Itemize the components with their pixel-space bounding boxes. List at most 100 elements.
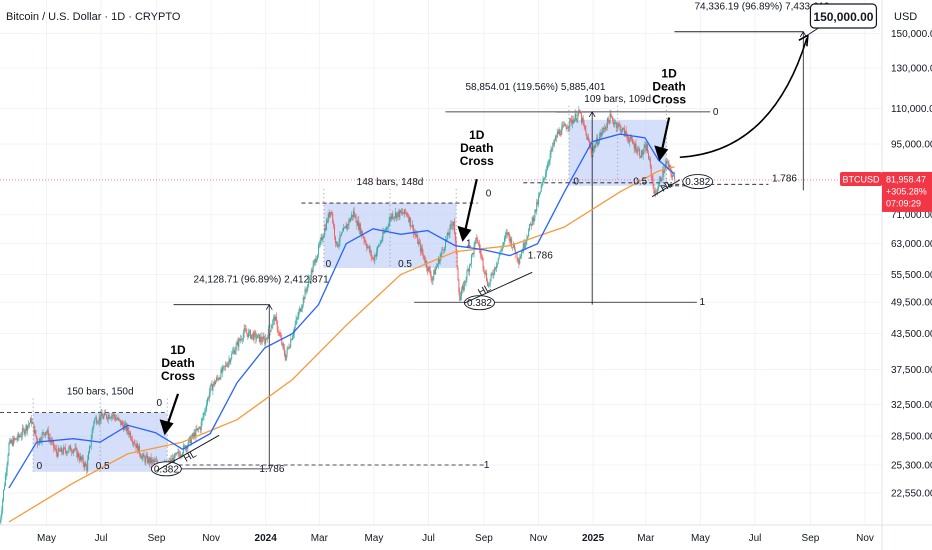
candle-body (250, 334, 252, 339)
candle-body (292, 333, 294, 337)
candle-body (279, 332, 281, 336)
candle-body (661, 179, 663, 181)
candle-body (195, 429, 197, 438)
price-axis[interactable]: 22,550.00 25,300.00 28,500.00 32,500.00 37,5… (840, 0, 932, 550)
candle-body (565, 126, 567, 129)
candle-body (404, 209, 406, 213)
candle-body (353, 211, 355, 217)
candle-body (486, 272, 488, 281)
candle-body (553, 143, 555, 145)
candle-body (128, 430, 130, 435)
candle-body (232, 351, 234, 354)
candle-body (268, 328, 270, 331)
candle-body (597, 138, 599, 145)
candle-body (251, 333, 253, 335)
candle-body (105, 412, 107, 415)
candle-body (479, 249, 481, 254)
death-cross-label: Death (652, 80, 685, 94)
candle-body (145, 457, 147, 463)
candle-body (252, 333, 254, 340)
candle-body (41, 433, 43, 442)
candle-body (382, 231, 384, 240)
box-fib-label: 0.5 (96, 461, 110, 472)
candle-body (80, 456, 82, 460)
candle-body (511, 238, 513, 248)
candle-body (502, 245, 504, 250)
candle-body (613, 121, 615, 125)
candle-body (326, 220, 328, 222)
candle-body (8, 443, 10, 456)
candle-body (628, 140, 630, 143)
y-tick-label: 130,000.00 (891, 64, 932, 75)
target-callout-text: 150,000.00 (813, 10, 873, 24)
candle-body (406, 213, 408, 215)
candle-body (126, 425, 128, 431)
candle-body (220, 369, 222, 379)
candle-body (80, 456, 82, 461)
candle-body (186, 446, 188, 449)
candle-body (337, 245, 339, 247)
candle-body (330, 211, 332, 213)
candle-body (640, 150, 642, 158)
candle-body (576, 118, 578, 121)
candle-body (456, 250, 458, 268)
candle-body (653, 185, 655, 194)
candle-body (549, 154, 551, 161)
time-axis[interactable]: May Jul Sep Nov 2024 Mar May Jul Sep Nov 2025 Mar Ma… (0, 524, 932, 544)
candle-body (625, 130, 627, 136)
candle-body (316, 259, 318, 263)
candle-body (351, 215, 353, 219)
candle-body (270, 328, 272, 332)
candle-body (205, 409, 207, 412)
candle-body (119, 419, 121, 421)
candle-body (357, 220, 359, 226)
candle-body (148, 457, 150, 463)
candle-body (421, 247, 423, 253)
candle-body (130, 438, 132, 441)
candle-body (51, 440, 53, 443)
candle-body (232, 350, 234, 352)
candle-body (454, 232, 456, 241)
price-axis-currency[interactable]: USD (894, 11, 917, 23)
candle-body (608, 120, 610, 124)
candle-body (48, 437, 50, 440)
candle-body (568, 126, 570, 128)
higher-low-line (156, 434, 220, 472)
candle-body (546, 165, 548, 171)
candle-body (147, 457, 149, 463)
candle-body (452, 225, 454, 227)
candle-body (274, 316, 276, 321)
candle-body (150, 457, 152, 464)
candle-body (44, 434, 46, 436)
candle-body (414, 232, 416, 235)
candle-body (643, 147, 645, 153)
candle-body (520, 256, 522, 259)
candle-body (253, 332, 255, 340)
candle-body (602, 128, 604, 133)
candle-body (258, 334, 260, 336)
candle-body (662, 169, 664, 180)
candle-body (16, 439, 18, 440)
candle-body (500, 250, 502, 251)
candle-body (228, 359, 230, 363)
candle-body (334, 225, 336, 237)
candle-body (558, 130, 560, 134)
target-callout[interactable] (809, 3, 878, 29)
candle-body (190, 436, 192, 444)
annotations: 150 bars, 150d 148 bars, 148d 109 bars, 10… (37, 2, 878, 477)
candle-body (535, 209, 537, 212)
candle-body (86, 465, 88, 471)
candle-body (648, 153, 650, 160)
box-fib-label: 0.5 (633, 176, 647, 187)
candle-body (180, 455, 182, 457)
candle-body (326, 220, 328, 230)
candle-body (385, 230, 387, 232)
candle-body (3, 485, 5, 490)
candle-body (650, 165, 652, 177)
candle-body (359, 224, 361, 235)
candle-body (280, 335, 282, 339)
candle-body (557, 131, 559, 134)
candle-body (490, 273, 492, 280)
candle-body (415, 234, 417, 237)
